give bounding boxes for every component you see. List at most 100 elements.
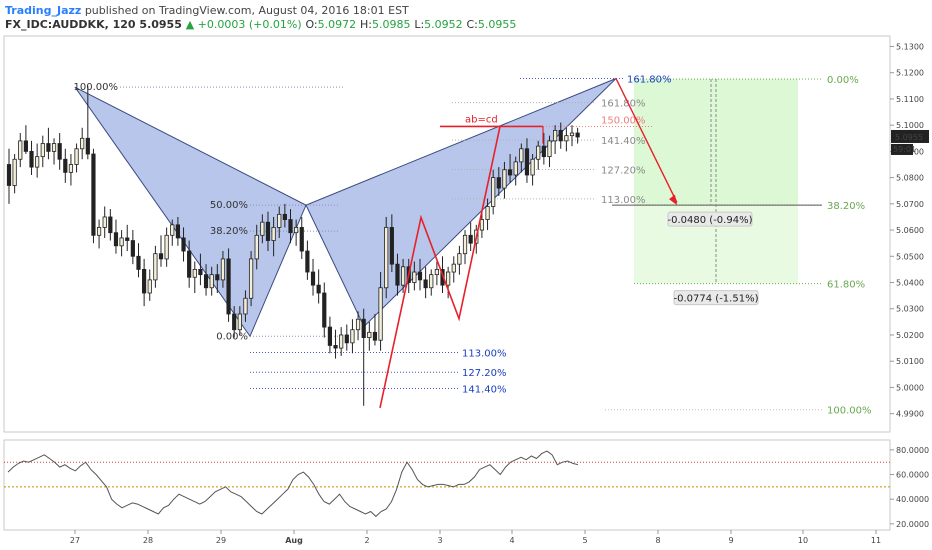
candle [355, 311, 361, 341]
candle-body [541, 145, 546, 158]
candle-body [378, 287, 383, 341]
price-axis-label: 5.1000 [896, 121, 924, 130]
candle-body [395, 263, 400, 286]
candle [271, 216, 276, 257]
candle-body [316, 284, 321, 294]
xa-fib-label: 38.20% [210, 226, 248, 237]
candle-body [569, 132, 575, 137]
candle [102, 206, 107, 238]
candle [12, 154, 17, 194]
grey-fib-label: 113.00% [601, 195, 646, 206]
candle [536, 140, 541, 170]
candle [384, 216, 389, 299]
candle-body [310, 271, 316, 286]
price-axis-label: 5.1300 [896, 42, 924, 51]
candle [395, 253, 400, 296]
candle-body [63, 158, 68, 173]
price-axis-label: 5.0100 [896, 357, 924, 366]
candle [147, 269, 152, 301]
extension-fib-label: 113.00% [462, 349, 507, 360]
candle-body [119, 237, 124, 247]
time-axis-label: 4 [509, 536, 514, 545]
candle-body [102, 216, 107, 228]
candle-body [237, 313, 242, 331]
candle [350, 319, 355, 354]
candle [491, 169, 496, 215]
candle-body [288, 219, 293, 234]
candle [23, 125, 28, 155]
candle-body [468, 234, 473, 244]
candle-body [181, 237, 186, 252]
candle [108, 209, 113, 241]
target-fib-label: 100.00% [827, 406, 872, 417]
candle [175, 216, 180, 246]
candle-body [344, 334, 349, 344]
symbol-name[interactable]: FX_IDC:AUDDKK, 120 [5, 18, 136, 31]
pattern-bcd-triangle [305, 78, 617, 328]
time-axis-label: 28 [143, 536, 153, 545]
projection-arrow-head [669, 194, 677, 206]
candle [74, 143, 79, 173]
symbol-line: FX_IDC:AUDDKK, 120 5.0955 ▲ +0.0003 (+0.… [5, 18, 516, 31]
candle [547, 135, 552, 168]
candle [299, 216, 304, 259]
candle [372, 313, 378, 346]
candle [136, 243, 141, 278]
candle-body [91, 153, 96, 236]
candle [524, 138, 530, 183]
candle-body [423, 279, 428, 289]
price-axis-label: 5.0400 [896, 279, 924, 288]
candle-body [462, 234, 468, 255]
candle [564, 127, 569, 152]
rsi-axis-label: 60.0000 [896, 471, 929, 480]
target-fib-label: 38.20% [827, 201, 865, 212]
candle [417, 258, 423, 291]
candle [434, 261, 439, 286]
candle [153, 245, 158, 288]
candle [530, 154, 535, 186]
time-axis-label: 5 [582, 536, 587, 545]
candle [18, 133, 23, 168]
low-value: 5.0952 [424, 18, 463, 31]
candle-body [434, 269, 439, 276]
price-pane-frame [3, 35, 891, 433]
candle-body [74, 148, 79, 165]
candle [158, 235, 164, 267]
rsi-axis-label: 40.0000 [896, 495, 929, 504]
price-axis-label: 5.1200 [896, 69, 924, 78]
candle-body [209, 274, 214, 289]
candle [507, 154, 513, 183]
candle [288, 209, 293, 244]
extension-fib-label: 127.20% [462, 368, 507, 379]
candle [248, 251, 254, 307]
low-label: L: [414, 18, 425, 31]
candle-body [164, 234, 169, 260]
candle [423, 266, 428, 299]
author-link[interactable]: Trading_Jazz [5, 4, 82, 17]
rsi-line [7, 450, 579, 518]
candle [400, 258, 406, 294]
time-axis-label: 3 [437, 536, 442, 545]
candle-body [232, 313, 237, 331]
price-axis-label: 5.0000 [896, 383, 924, 392]
candle-body [142, 269, 147, 294]
candle-body [40, 143, 45, 158]
candle [553, 125, 558, 155]
candle [378, 272, 383, 351]
candle-body [513, 161, 518, 176]
close-label: C: [466, 18, 478, 31]
last-price: 5.0955 [139, 18, 182, 31]
candle-body [333, 345, 338, 349]
candle [181, 227, 186, 262]
candle-body [29, 150, 34, 168]
candle-body [446, 271, 451, 286]
candle-body [192, 269, 197, 278]
candle [265, 211, 271, 252]
candle-body [519, 148, 524, 163]
candle [40, 135, 45, 168]
extension-fib-label: 141.40% [462, 384, 507, 395]
candle-body [35, 156, 40, 168]
candle-body [198, 269, 203, 276]
measure-1-label: -0.0480 (-0.94%) [668, 215, 753, 226]
